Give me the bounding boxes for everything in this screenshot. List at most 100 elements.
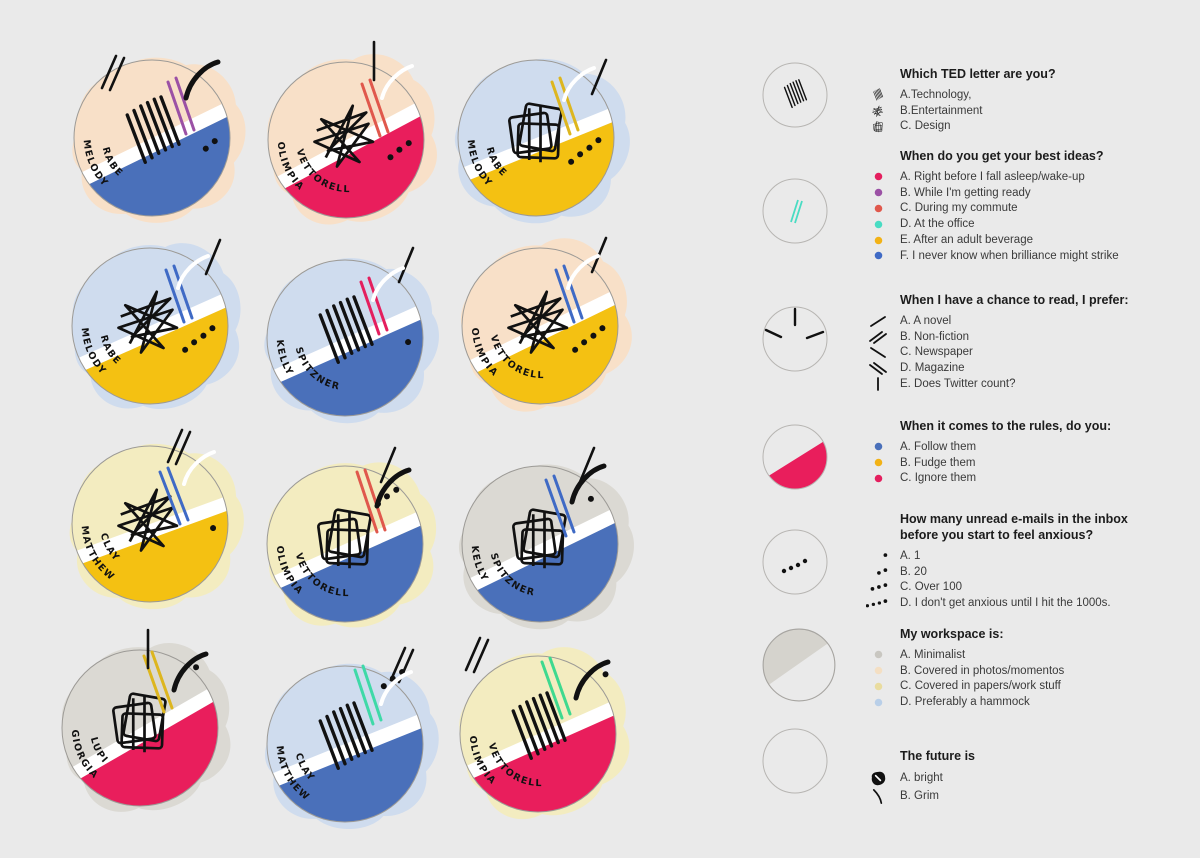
portrait-badge: MATTHEW CLAY <box>58 428 256 624</box>
question-title: Which TED letter are you? <box>900 67 1056 81</box>
ideas-lines <box>554 264 584 324</box>
vertical-line-icon <box>866 377 890 391</box>
four-dots-icon <box>866 598 890 608</box>
legend-option: A. Follow them <box>866 439 1196 455</box>
option-label: A. Follow them <box>900 440 977 453</box>
legend-option: C. Newspaper <box>866 345 1196 361</box>
one-dot-icon <box>866 551 890 561</box>
legend-option: D. Preferably a hammock <box>866 694 1196 710</box>
three-dots-icon <box>866 582 890 592</box>
color-dot-icon <box>866 666 890 675</box>
option-label: D. Magazine <box>900 362 965 375</box>
legend-option: A. A novel <box>866 313 1196 329</box>
color-dot-icon <box>866 236 890 245</box>
legend-option: E. After an adult beverage <box>866 232 1196 248</box>
legend-option: A.Technology, <box>866 87 1196 103</box>
question-title: When do you get your best ideas? <box>900 149 1104 163</box>
ideas-lines <box>544 474 576 538</box>
legend-sample-ideas <box>762 178 828 244</box>
portrait-badge: OLIMPIA VETTORELLO <box>241 32 457 241</box>
question-reading: When I have a chance to read, I prefer: … <box>866 292 1196 392</box>
legend-option: C. Design <box>866 119 1196 135</box>
color-dot-icon <box>866 458 890 467</box>
question-title: My workspace is: <box>900 627 1004 641</box>
double-backslash-icon <box>866 361 890 376</box>
color-dot-icon <box>866 220 890 229</box>
badge-outline <box>266 259 424 417</box>
badge-outline <box>461 247 619 405</box>
teal-line-icon <box>790 199 803 224</box>
color-dot-icon <box>866 442 890 451</box>
option-label: A. 1 <box>900 549 921 562</box>
legend-sample-ted <box>762 62 828 128</box>
ideas-lines <box>360 78 390 138</box>
ideas-lines <box>166 76 196 136</box>
badge-outline <box>459 655 617 813</box>
legend-option: C. During my commute <box>866 201 1196 217</box>
single-backslash-icon <box>866 345 890 359</box>
color-dot-icon <box>866 650 890 659</box>
portrait-badge: KELLY SPITZNER <box>441 444 652 651</box>
hatch-lines-icon <box>866 87 890 103</box>
question-workspace: My workspace is: A. Minimalist B. Covere… <box>866 626 1196 710</box>
badge-outline <box>73 59 231 217</box>
legend-option: F. I never know when brilliance might st… <box>866 248 1196 264</box>
hatch-lines-icon <box>783 79 808 109</box>
double-slash-icon <box>866 330 890 344</box>
legend-option: E. Does Twitter count? <box>866 376 1196 392</box>
option-label: B. While I'm getting ready <box>900 186 1031 199</box>
legend-sample-rules <box>762 424 828 490</box>
question-title: How many unread e-mails in the inbox bef… <box>900 512 1128 542</box>
legend-option: B. While I'm getting ready <box>866 185 1196 201</box>
legend-option: A. bright <box>866 769 1196 787</box>
question-title: The future is <box>900 749 976 763</box>
legend-sample-reading <box>762 306 828 372</box>
option-label: B. 20 <box>900 565 927 578</box>
badge-outline <box>457 59 615 217</box>
single-slash-icon <box>866 314 890 328</box>
question-future: The future is A. bright B. Grim <box>866 748 1196 805</box>
option-label: B. Covered in photos/momentos <box>900 664 1065 677</box>
option-label: C. During my commute <box>900 202 1018 215</box>
legend-option: B. 20 <box>866 564 1196 580</box>
four-dots-icon <box>781 558 808 574</box>
bright-blob-icon <box>866 770 890 787</box>
option-label: C. Over 100 <box>900 581 962 594</box>
legend-option: A. 1 <box>866 548 1196 564</box>
legend-option: D. At the office <box>866 216 1196 232</box>
ideas-lines <box>540 656 572 720</box>
color-dot-icon <box>866 188 890 197</box>
option-label: A. bright <box>900 772 943 784</box>
question-emails: How many unread e-mails in the inbox bef… <box>866 511 1196 611</box>
option-label: B.Entertainment <box>900 104 983 117</box>
legend-option: D. Magazine <box>866 360 1196 376</box>
legend-option: B. Fudge them <box>866 455 1196 471</box>
color-dot-icon <box>866 682 890 691</box>
reading-mark <box>464 636 490 674</box>
legend-option: B. Non-fiction <box>866 329 1196 345</box>
ideas-lines <box>164 264 194 324</box>
option-label: E. After an adult beverage <box>900 234 1033 247</box>
legend-option: C. Over 100 <box>866 580 1196 596</box>
badge-outline <box>461 465 619 623</box>
portrait-badge: OLIMPIA VETTORELLO <box>435 218 655 431</box>
question-ted-letter: Which TED letter are you? A.Technology, … <box>866 66 1196 134</box>
option-label: C. Covered in papers/work stuff <box>900 680 1061 693</box>
badge-outline <box>71 247 229 405</box>
color-dot-icon <box>866 251 890 260</box>
ideas-lines <box>158 466 190 526</box>
badge-outline <box>71 445 229 603</box>
option-label: D. Preferably a hammock <box>900 696 1030 709</box>
ideas-lines <box>353 664 383 726</box>
ideas-lines <box>550 76 580 136</box>
option-label: B. Non-fiction <box>900 330 970 343</box>
option-label: D. I don't get anxious until I hit the 1… <box>900 597 1111 610</box>
legend-option: B. Covered in photos/momentos <box>866 663 1196 679</box>
grim-curve-icon <box>866 788 890 805</box>
badge-outline <box>61 649 219 807</box>
badge-outline <box>266 665 424 823</box>
option-label: E. Does Twitter count? <box>900 378 1016 391</box>
color-dot-icon <box>866 474 890 483</box>
ideas-lines <box>359 276 389 336</box>
color-dot-icon <box>866 204 890 213</box>
